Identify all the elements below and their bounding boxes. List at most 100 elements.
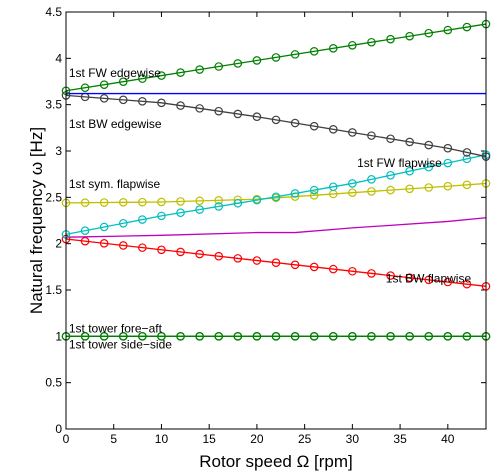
x-tick-label: 25 <box>298 432 312 446</box>
series-7-marker <box>443 143 453 153</box>
series-2-marker <box>271 332 281 341</box>
series-3-marker <box>118 241 128 250</box>
series-3-marker <box>443 277 453 287</box>
series-2-marker <box>195 332 204 341</box>
series-7-marker <box>118 95 128 105</box>
series-2-marker <box>424 332 434 341</box>
series-2-marker <box>367 332 376 341</box>
series-7-marker <box>195 104 204 113</box>
series-6-marker <box>367 175 376 184</box>
series-7-marker <box>328 125 338 134</box>
series-2-marker <box>386 332 395 341</box>
series-5-marker <box>80 198 90 208</box>
series-3-marker <box>214 251 224 261</box>
series-9-marker <box>214 62 224 71</box>
series-7-marker <box>424 140 434 150</box>
series-5-marker <box>99 198 109 207</box>
series-6-marker <box>214 202 224 211</box>
series-2-marker <box>138 332 147 341</box>
series-2-marker <box>309 332 319 341</box>
series-5-marker <box>386 185 395 195</box>
series-7-marker <box>214 106 224 116</box>
mode-annotation: 1st BW edgewise <box>69 117 162 131</box>
y-axis-title: Natural frequency ω [Hz] <box>27 127 46 314</box>
x-axis-title: Rotor speed Ω [rpm] <box>199 452 353 471</box>
x-tick-label: 40 <box>441 432 455 446</box>
series-2-marker <box>328 332 338 341</box>
series-line-3 <box>65 238 487 287</box>
series-5-marker <box>195 196 204 206</box>
series-2-marker <box>176 332 185 341</box>
series-7-marker <box>462 148 472 157</box>
series-6-marker <box>118 218 128 228</box>
series-9-marker <box>252 56 262 65</box>
series-3-marker <box>386 271 395 280</box>
series-7-marker <box>157 98 166 108</box>
series-6-marker <box>233 198 243 208</box>
series-9-marker <box>176 68 185 77</box>
series-6-marker <box>405 166 414 176</box>
series-3-marker <box>99 239 109 248</box>
series-2-marker <box>348 332 357 341</box>
series-3-marker <box>176 247 185 257</box>
series-6-marker <box>386 170 395 180</box>
series-7-marker <box>309 121 319 131</box>
y-tick-label: 3 <box>55 144 62 158</box>
series-7-marker <box>233 109 243 119</box>
series-2-marker <box>99 332 109 341</box>
series-3-marker <box>309 262 319 272</box>
series-6-marker <box>252 195 262 205</box>
series-6-marker <box>157 211 166 221</box>
series-6-marker <box>195 205 204 214</box>
series-9-marker <box>157 71 166 80</box>
series-7-marker <box>386 134 395 144</box>
series-line-9 <box>65 23 487 92</box>
series-5-marker <box>157 197 166 207</box>
series-9-marker <box>80 83 90 93</box>
series-5-marker <box>309 190 319 200</box>
series-9-marker <box>443 25 453 35</box>
series-7-marker <box>348 128 357 137</box>
series-3-marker <box>233 254 243 263</box>
mode-annotation: 1st FW flapwise <box>357 156 442 170</box>
series-7-marker <box>290 118 300 128</box>
series-9-marker <box>309 47 319 56</box>
x-tick-label: 15 <box>203 432 217 446</box>
series-9-marker <box>99 80 109 90</box>
series-5-marker <box>424 183 434 192</box>
series-9-marker <box>271 53 281 62</box>
series-2-marker <box>157 332 166 341</box>
series-9-marker <box>290 50 300 59</box>
series-7-marker <box>271 115 281 125</box>
series-5-marker <box>214 195 224 205</box>
y-tick-label: 1.5 <box>45 283 62 297</box>
series-7-marker <box>138 97 147 106</box>
mode-annotation: 1st sym. flapwise <box>69 177 161 191</box>
series-3-marker <box>290 260 300 270</box>
series-2-marker <box>233 332 243 341</box>
series-9-marker <box>462 22 472 32</box>
y-tick-label: 0.5 <box>45 376 62 390</box>
x-tick-label: 35 <box>393 432 407 446</box>
x-tick-label: 10 <box>155 432 169 446</box>
series-5-marker <box>462 180 472 190</box>
series-6-marker <box>80 226 90 235</box>
y-tick-label: 4 <box>55 51 62 65</box>
series-5-marker <box>138 197 147 207</box>
series-6-marker <box>271 192 281 202</box>
series-9-marker <box>138 74 147 83</box>
series-7-marker <box>176 101 185 110</box>
x-tick-label: 20 <box>250 432 264 446</box>
series-5-marker <box>405 184 414 194</box>
series-3-marker <box>348 266 357 276</box>
series-3-marker <box>271 258 281 267</box>
series-9-marker <box>118 77 128 86</box>
series-6-marker <box>328 182 338 192</box>
series-3-marker <box>252 256 262 265</box>
series-2-marker <box>290 332 300 341</box>
series-7-marker <box>99 94 109 103</box>
series-2-marker <box>80 332 90 341</box>
series-2-marker <box>214 332 224 341</box>
y-tick-label: 1 <box>55 329 62 343</box>
